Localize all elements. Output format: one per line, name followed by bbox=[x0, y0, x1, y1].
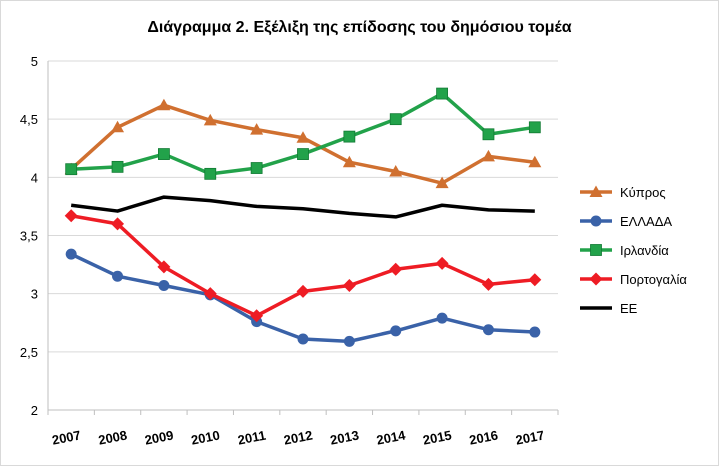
data-point bbox=[389, 262, 403, 276]
data-point bbox=[157, 98, 171, 111]
data-point bbox=[389, 113, 402, 126]
data-point bbox=[389, 165, 403, 177]
data-point bbox=[436, 87, 448, 100]
grid-lines bbox=[48, 60, 558, 353]
data-point bbox=[390, 325, 402, 337]
legend-label: Πορτογαλία bbox=[620, 272, 687, 287]
data-point bbox=[250, 123, 264, 135]
y-tick-label: 5 bbox=[31, 54, 38, 69]
x-tick-label: 2015 bbox=[422, 427, 453, 447]
data-point bbox=[203, 287, 217, 301]
data-point bbox=[112, 270, 124, 282]
y-tick-label: 4 bbox=[31, 170, 38, 185]
data-point bbox=[296, 131, 310, 143]
data-point bbox=[203, 113, 217, 126]
legend-label: Ιρλανδία bbox=[620, 243, 669, 258]
data-point bbox=[111, 120, 125, 133]
y-tick-label: 2 bbox=[31, 403, 38, 418]
y-tick-label: 3 bbox=[31, 287, 38, 302]
data-point bbox=[297, 148, 309, 160]
legend-swatch-marker bbox=[590, 215, 602, 227]
data-point bbox=[343, 130, 356, 143]
legend-label: ΕΛΛΑΔΑ bbox=[620, 214, 672, 229]
data-point bbox=[435, 176, 449, 189]
x-axis-ticks: 2007 2008 2009 2010 2011 2012 2013 2014 2015 2016… bbox=[51, 427, 546, 447]
legend-swatch-marker bbox=[590, 244, 602, 256]
data-point bbox=[481, 149, 495, 162]
data-point bbox=[528, 273, 542, 287]
data-point bbox=[65, 248, 77, 260]
y-axis-ticks: 2 2,5 3 3,5 4 4,5 5 bbox=[20, 54, 38, 418]
data-point bbox=[435, 256, 449, 270]
data-point bbox=[111, 160, 124, 173]
data-point bbox=[343, 335, 355, 347]
data-point bbox=[529, 326, 541, 338]
data-point bbox=[296, 284, 310, 298]
legend-swatch-marker bbox=[589, 185, 603, 197]
data-point bbox=[342, 155, 356, 168]
data-point bbox=[528, 121, 541, 134]
series-line bbox=[70, 195, 535, 219]
y-tick-label: 3,5 bbox=[20, 229, 38, 244]
legend: Κύπρος ΕΛΛΑΔΑ Ιρλανδία Πορτογαλία ΕΕ bbox=[580, 185, 687, 316]
x-tick-label: 2013 bbox=[329, 427, 360, 447]
x-tick-label: 2016 bbox=[468, 427, 499, 447]
y-tick-label: 2,5 bbox=[20, 345, 38, 360]
x-tick-label: 2012 bbox=[283, 427, 314, 447]
data-point bbox=[250, 309, 264, 323]
chart-title: Διάγραμμα 2. Εξέλιξη της επίδοσης του δη… bbox=[147, 19, 572, 36]
data-point bbox=[297, 333, 309, 345]
y-tick-label: 4,5 bbox=[20, 112, 38, 127]
x-tick-label: 2009 bbox=[143, 427, 174, 447]
x-tick-label: 2007 bbox=[51, 427, 82, 447]
data-point bbox=[481, 277, 495, 291]
x-tick-label: 2017 bbox=[514, 427, 545, 447]
data-point bbox=[250, 162, 263, 174]
axes bbox=[47, 61, 559, 415]
data-point bbox=[64, 209, 78, 223]
data-point bbox=[528, 155, 542, 168]
x-tick-label: 2008 bbox=[97, 427, 128, 447]
legend-label: Κύπρος bbox=[620, 185, 666, 200]
data-point bbox=[482, 128, 495, 141]
data-point bbox=[158, 148, 170, 160]
data-point bbox=[436, 312, 448, 324]
series-group bbox=[64, 87, 542, 347]
series-line bbox=[70, 213, 535, 318]
data-point bbox=[342, 279, 356, 293]
data-point bbox=[204, 167, 217, 180]
data-point bbox=[111, 217, 125, 231]
series-line bbox=[70, 103, 536, 185]
data-point bbox=[158, 280, 170, 292]
legend-label: ΕΕ bbox=[620, 301, 638, 316]
data-point bbox=[65, 163, 78, 176]
legend-swatch-marker bbox=[589, 272, 603, 286]
data-point bbox=[482, 324, 494, 336]
data-point bbox=[157, 260, 171, 274]
x-tick-label: 2010 bbox=[190, 427, 221, 447]
x-tick-label: 2011 bbox=[237, 428, 268, 448]
x-tick-label: 2014 bbox=[375, 427, 407, 447]
